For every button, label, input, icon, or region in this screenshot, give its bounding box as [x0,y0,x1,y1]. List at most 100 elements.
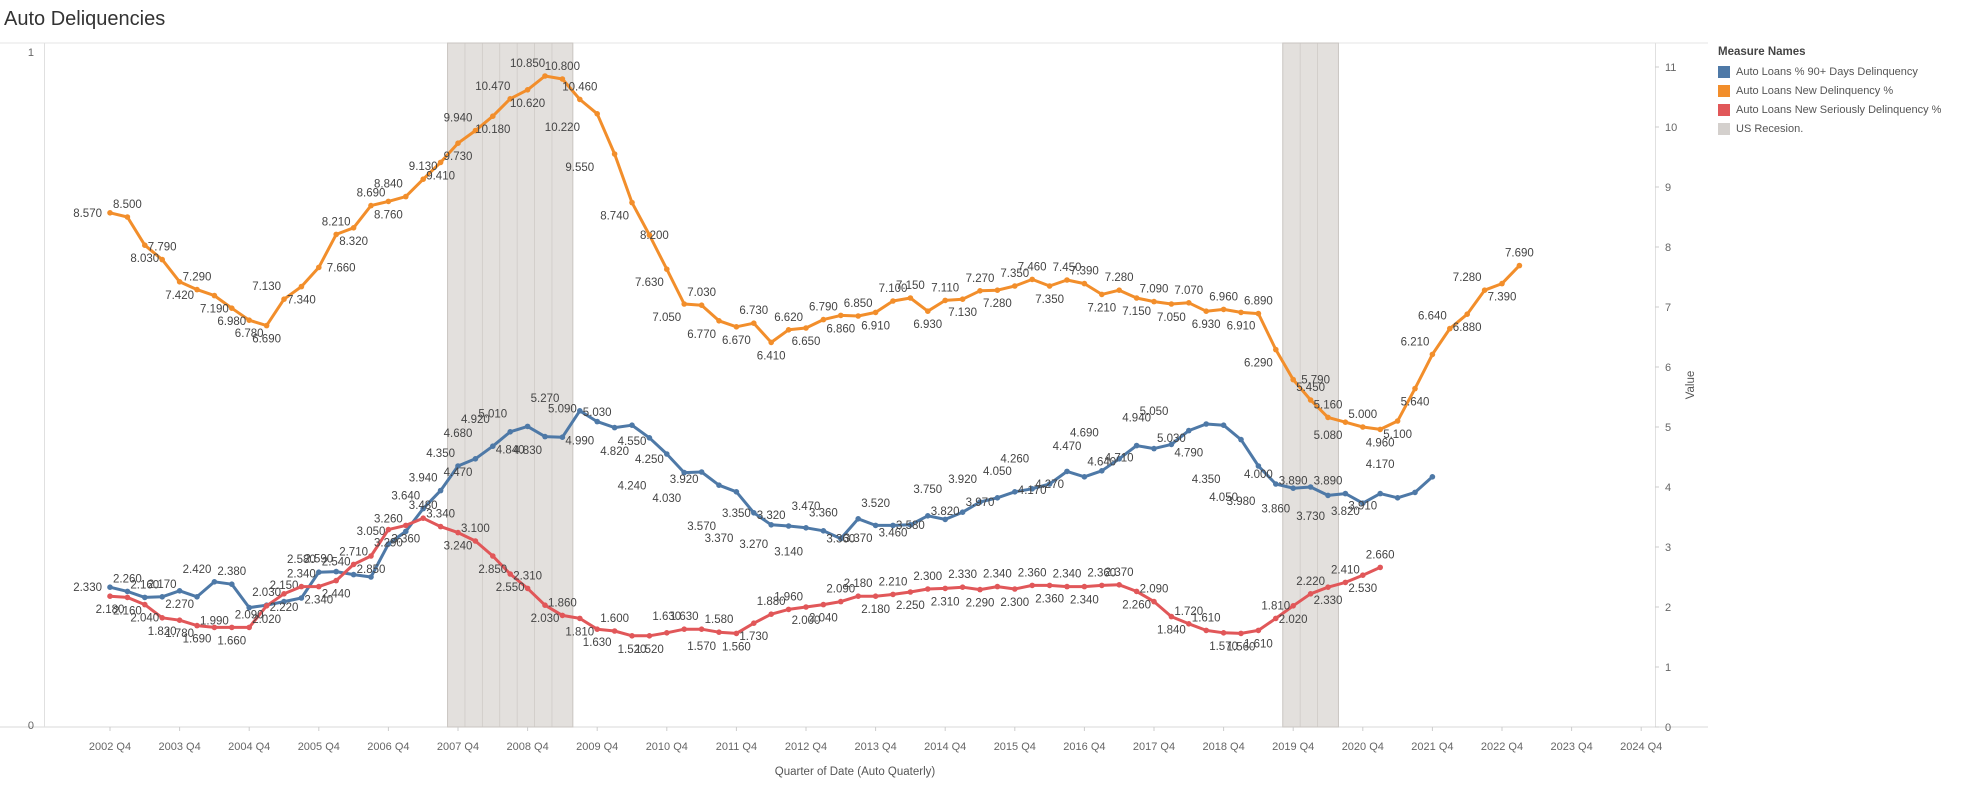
data-point [176,617,183,623]
data-point [1220,422,1227,429]
data-point [263,322,270,329]
right-tick-label: 9 [1665,182,1671,194]
data-point [1151,598,1157,605]
data-label: 1.560 [722,641,751,653]
data-point [176,279,183,285]
data-point [124,594,131,601]
right-tick-label: 4 [1665,482,1671,494]
data-label: 8.740 [600,211,629,223]
data-label: 2.360 [1035,593,1064,605]
data-point [890,522,896,529]
data-label: 6.910 [1227,320,1256,332]
x-tick-label: 2019 Q4 [1272,741,1314,753]
x-tick-label: 2011 Q4 [716,741,757,753]
data-label: 7.290 [183,272,212,284]
data-label: 1.570 [687,641,716,653]
data-point [1064,277,1070,283]
legend-item-new-delinquency[interactable]: Auto Loans New Delinquency % [1718,81,1976,100]
data-label: 2.310 [931,596,960,608]
data-label: 2.030 [252,587,281,599]
data-label: 2.580 [287,554,316,566]
data-label: 2.550 [496,582,525,594]
data-point [1255,310,1262,317]
data-label: 2.340 [304,595,333,607]
data-point [403,522,409,529]
data-label: 2.170 [148,579,177,591]
data-point [455,140,461,146]
data-label: 10.620 [510,98,545,110]
data-point [246,604,252,611]
data-point [1499,280,1505,287]
data-point [316,569,322,575]
x-tick-label: 2022 Q4 [1481,741,1523,753]
legend-item-us-recession[interactable]: US Recesion. [1718,119,1976,138]
data-point [698,302,705,309]
data-label: 4.050 [1209,492,1238,504]
data-point [1064,468,1070,475]
data-point [959,509,966,515]
data-label: 7.090 [1140,284,1169,296]
data-label: 4.470 [444,467,473,479]
data-point [959,296,966,303]
data-label: 8.840 [374,179,403,191]
data-point [733,630,740,637]
data-point [559,434,566,441]
data-point [420,505,427,512]
data-label: 5.450 [1296,382,1325,394]
data-label: 3.260 [374,513,403,525]
data-point [385,541,392,547]
data-point [211,292,218,299]
data-label: 1.880 [757,596,786,608]
data-label: 5.640 [1401,397,1430,409]
data-label: 2.260 [113,573,142,585]
data-label: 4.920 [461,414,490,426]
x-tick-label: 2005 Q4 [298,741,340,753]
data-point [559,612,566,619]
data-label: 1.730 [739,631,768,643]
data-label: 3.360 [826,533,855,545]
data-label: 5.010 [478,408,507,420]
data-point [838,598,844,605]
data-point [1412,489,1418,496]
data-label: 5.030 [1157,433,1186,445]
data-point [211,624,218,631]
data-point [1133,588,1140,595]
data-label: 2.340 [983,569,1012,581]
data-label: 7.450 [1053,262,1082,274]
data-label: 6.930 [1192,319,1221,331]
data-label: 2.020 [252,614,281,626]
legend-item-seriously-delinquency[interactable]: Auto Loans New Seriously Delinquency % [1718,100,1976,119]
data-point [142,594,148,601]
legend-label-90-days: Auto Loans % 90+ Days Delinquency [1736,65,1918,78]
data-point [1238,630,1244,637]
data-label: 7.150 [896,280,925,292]
data-label: 4.050 [983,466,1012,478]
right-tick-label: 11 [1665,62,1676,74]
data-point [1046,283,1053,289]
data-label: 3.890 [1279,476,1308,488]
data-label: 3.240 [444,541,473,553]
data-point [925,513,931,519]
data-label: 3.570 [687,521,716,533]
data-label: 4.240 [618,481,647,493]
data-point [281,296,287,303]
data-point [1186,300,1192,306]
data-label: 7.030 [687,287,716,299]
data-point [176,588,183,594]
data-point [698,626,705,632]
data-label: 7.350 [1035,294,1064,306]
data-point [350,225,357,231]
data-label: 1.630 [583,637,612,649]
data-point [751,320,757,327]
data-label: 3.270 [739,539,768,551]
data-label: 7.460 [1018,261,1047,273]
data-point [316,264,322,271]
data-point [716,629,722,635]
data-point [838,535,844,542]
data-point [142,601,148,608]
data-label: 1.990 [200,616,229,628]
data-point [159,256,165,263]
data-point [1099,582,1105,589]
legend-item-90-days[interactable]: Auto Loans % 90+ Days Delinquency [1718,62,1976,81]
data-label: 3.370 [844,533,873,545]
